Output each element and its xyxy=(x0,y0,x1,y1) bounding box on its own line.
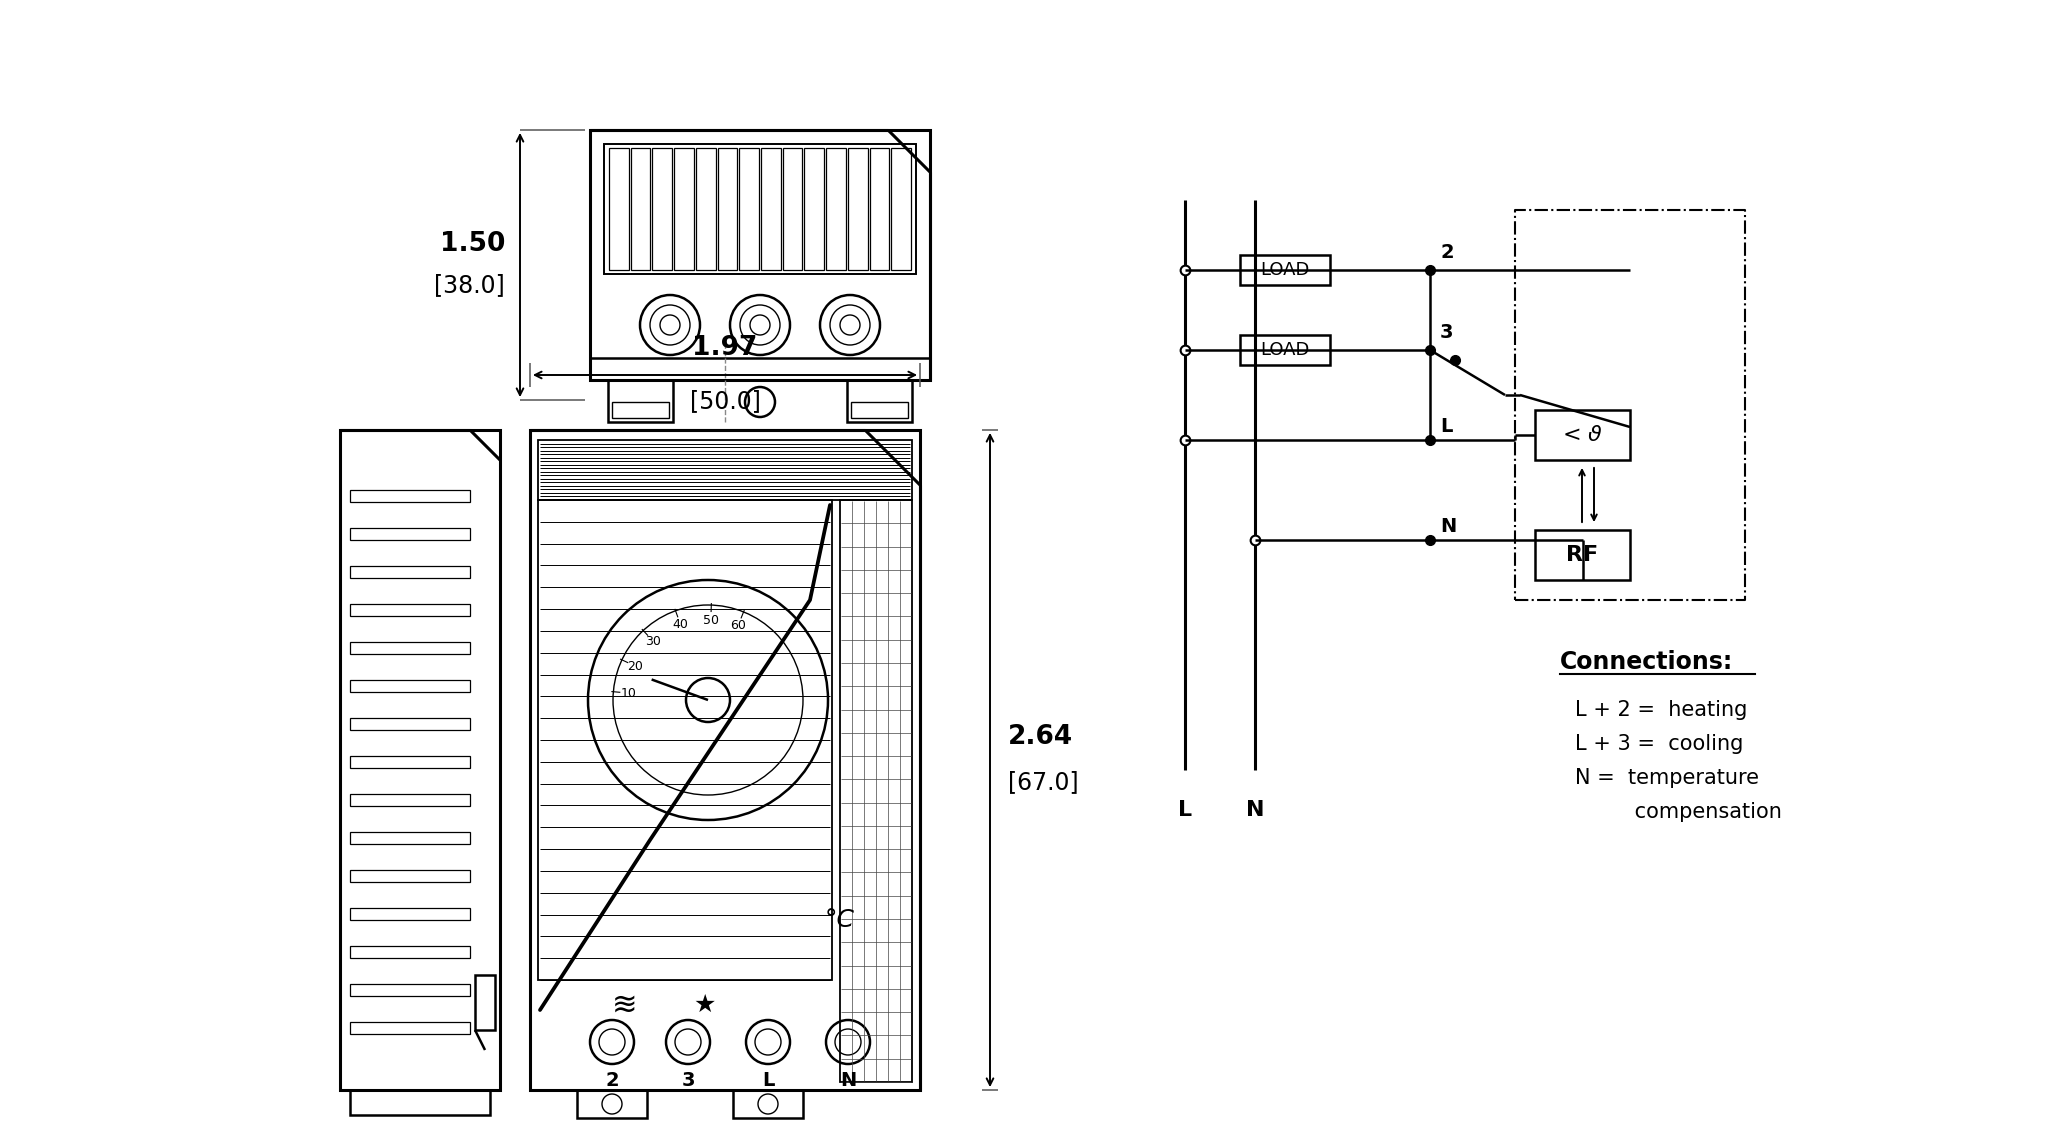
Bar xyxy=(782,148,803,270)
Bar xyxy=(805,148,823,270)
Text: 40: 40 xyxy=(672,618,688,632)
Bar xyxy=(350,718,469,730)
Bar xyxy=(825,148,846,270)
Bar xyxy=(653,148,672,270)
Bar xyxy=(852,402,907,418)
Bar xyxy=(1239,335,1329,365)
Bar xyxy=(674,148,694,270)
Text: LOAD: LOAD xyxy=(1260,261,1309,279)
Text: 10: 10 xyxy=(621,686,637,700)
Bar xyxy=(608,380,674,422)
Text: L + 2 =  heating: L + 2 = heating xyxy=(1575,700,1747,720)
Bar xyxy=(578,1090,647,1118)
Text: 3: 3 xyxy=(1440,323,1454,342)
Bar xyxy=(350,984,469,996)
Bar xyxy=(696,148,715,270)
Bar xyxy=(350,679,469,692)
Bar xyxy=(475,975,496,1031)
Bar xyxy=(870,148,889,270)
Bar xyxy=(539,500,831,980)
Bar xyxy=(1239,255,1329,285)
Text: 50: 50 xyxy=(702,613,719,627)
Bar xyxy=(608,148,629,270)
Bar xyxy=(539,440,911,500)
Bar xyxy=(891,148,911,270)
Text: 3: 3 xyxy=(682,1070,694,1090)
Bar xyxy=(762,148,780,270)
Text: L: L xyxy=(1440,417,1452,435)
Text: 2: 2 xyxy=(1440,243,1454,262)
Text: 30: 30 xyxy=(645,635,662,648)
Text: L: L xyxy=(762,1070,774,1090)
Bar xyxy=(350,907,469,920)
Text: N =  temperature: N = temperature xyxy=(1575,768,1759,788)
Bar xyxy=(717,148,737,270)
Text: 1.97: 1.97 xyxy=(692,335,758,361)
Bar xyxy=(739,148,760,270)
Bar xyxy=(733,1090,803,1118)
Bar xyxy=(840,500,911,1082)
Bar xyxy=(848,380,911,422)
Text: 60: 60 xyxy=(729,619,745,633)
Text: [38.0]: [38.0] xyxy=(434,272,506,298)
Text: °C: °C xyxy=(825,907,854,933)
Bar xyxy=(350,604,469,616)
Bar xyxy=(1536,530,1630,580)
Bar xyxy=(350,1090,489,1115)
Bar xyxy=(350,793,469,806)
Bar xyxy=(350,528,469,540)
Bar xyxy=(350,490,469,502)
Text: [50.0]: [50.0] xyxy=(690,389,760,413)
Bar xyxy=(350,565,469,578)
Text: 1.50: 1.50 xyxy=(440,231,506,256)
Text: ≋: ≋ xyxy=(612,991,637,1019)
Bar xyxy=(350,870,469,882)
Text: L + 3 =  cooling: L + 3 = cooling xyxy=(1575,734,1743,754)
Text: L: L xyxy=(1178,800,1192,820)
Bar xyxy=(590,130,930,380)
Text: Connections:: Connections: xyxy=(1561,650,1733,674)
Text: N: N xyxy=(1440,518,1456,536)
Text: [67.0]: [67.0] xyxy=(1008,770,1079,793)
Text: < $\vartheta$: < $\vartheta$ xyxy=(1563,425,1604,445)
Text: LOAD: LOAD xyxy=(1260,341,1309,359)
Text: 2: 2 xyxy=(606,1070,618,1090)
Text: 20: 20 xyxy=(627,660,643,673)
Bar xyxy=(340,430,500,1090)
Bar xyxy=(590,358,930,380)
Bar xyxy=(350,642,469,654)
Bar xyxy=(631,148,651,270)
Bar xyxy=(612,402,670,418)
Text: compensation: compensation xyxy=(1575,803,1782,822)
Bar xyxy=(350,832,469,844)
Bar xyxy=(848,148,868,270)
Bar xyxy=(350,946,469,958)
Text: ★: ★ xyxy=(694,993,717,1017)
Bar xyxy=(350,756,469,768)
Bar xyxy=(1536,410,1630,461)
Text: 2.64: 2.64 xyxy=(1008,724,1073,750)
Text: N: N xyxy=(840,1070,856,1090)
Bar xyxy=(350,1021,469,1034)
Text: RF: RF xyxy=(1567,545,1599,565)
Text: N: N xyxy=(1245,800,1264,820)
Bar xyxy=(604,144,915,274)
Bar xyxy=(530,430,920,1090)
